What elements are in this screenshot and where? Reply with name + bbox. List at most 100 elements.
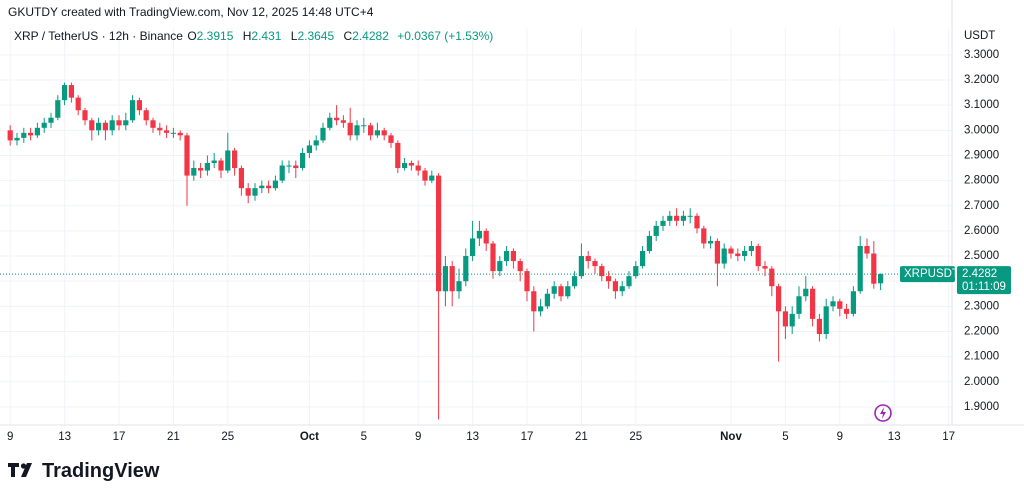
candle-body bbox=[96, 122, 102, 131]
price-tag-bg bbox=[957, 266, 1011, 295]
ohlc-value: 2.4282 bbox=[352, 29, 389, 43]
candle-body bbox=[136, 100, 142, 111]
candle-body bbox=[130, 100, 136, 121]
candle-body bbox=[592, 261, 598, 267]
symbol-tag-bg bbox=[900, 266, 955, 283]
candle-body bbox=[259, 185, 265, 189]
x-tick-label: 9 bbox=[7, 431, 13, 443]
x-tick-label: 25 bbox=[221, 431, 234, 443]
candle-body bbox=[232, 150, 238, 169]
y-tick-label: 3.0000 bbox=[964, 124, 999, 136]
x-tick-label: 17 bbox=[521, 431, 534, 443]
candle-body bbox=[796, 296, 802, 314]
candle-body bbox=[483, 230, 489, 244]
candle-body bbox=[823, 306, 829, 334]
x-tick-label: 21 bbox=[575, 431, 588, 443]
x-tick-label: 5 bbox=[361, 431, 367, 443]
y-axis-unit: USDT bbox=[964, 30, 995, 42]
candle-body bbox=[463, 256, 469, 282]
candle-body bbox=[782, 311, 788, 327]
candle-body bbox=[449, 266, 455, 292]
y-tick-label: 2.7000 bbox=[964, 200, 999, 212]
candle-body bbox=[279, 165, 285, 181]
candle-body bbox=[14, 137, 20, 141]
candle-body bbox=[252, 188, 258, 196]
candle-body bbox=[388, 135, 394, 143]
candle-body bbox=[742, 251, 748, 257]
candle-body bbox=[551, 286, 557, 294]
candle-body bbox=[177, 132, 183, 136]
candle-body bbox=[864, 245, 870, 254]
candle-body bbox=[68, 85, 74, 98]
candle-body bbox=[306, 145, 312, 153]
candle-body bbox=[694, 215, 700, 229]
ohlc-key: L bbox=[290, 29, 298, 43]
y-tick-label: 2.9000 bbox=[964, 150, 999, 162]
x-tick-label: 13 bbox=[466, 431, 479, 443]
candle-body bbox=[837, 301, 843, 309]
candle-body bbox=[510, 251, 516, 262]
candle-body bbox=[415, 165, 421, 171]
candle-body bbox=[504, 251, 510, 262]
candle-body bbox=[245, 188, 251, 196]
candle-body bbox=[361, 125, 367, 127]
candle-body bbox=[755, 245, 761, 267]
candle-body bbox=[150, 120, 156, 128]
candle-body bbox=[374, 130, 380, 136]
candle-body bbox=[102, 122, 108, 131]
candle-body bbox=[565, 286, 571, 297]
candle-body bbox=[164, 130, 170, 133]
candle-body bbox=[803, 288, 809, 297]
countdown: 01:11:09 bbox=[962, 281, 1006, 293]
candle-body bbox=[191, 168, 197, 176]
candle-body bbox=[585, 256, 591, 262]
candle-body bbox=[266, 185, 272, 189]
candle-body bbox=[300, 152, 306, 169]
y-tick-label: 2.2000 bbox=[964, 326, 999, 338]
candle-body bbox=[429, 175, 435, 181]
y-tick-label: 2.0000 bbox=[964, 376, 999, 388]
x-tick-label: 25 bbox=[629, 431, 642, 443]
candle-body bbox=[660, 220, 666, 226]
candle-body bbox=[334, 117, 340, 121]
candle-body bbox=[878, 274, 884, 284]
ohlc-value: 2.3915 bbox=[196, 29, 234, 43]
candle-body bbox=[218, 160, 224, 171]
ohlc-key: C bbox=[343, 29, 353, 43]
logo-icon bbox=[8, 462, 32, 477]
created-note: GKUTDY created with TradingView.com, Nov… bbox=[8, 5, 374, 19]
candle-body bbox=[667, 215, 673, 221]
candle-body bbox=[238, 168, 244, 189]
x-tick-label: Oct bbox=[300, 431, 319, 443]
candle-body bbox=[497, 261, 503, 272]
candle-body bbox=[524, 271, 530, 292]
chart: 1.90002.00002.10002.20002.30002.40002.50… bbox=[0, 0, 1024, 443]
y-tick-label: 3.3000 bbox=[964, 49, 999, 61]
candle-body bbox=[748, 245, 754, 252]
candle-body bbox=[442, 266, 448, 292]
x-tick-label: Nov bbox=[720, 431, 742, 443]
y-tick-label: 2.5000 bbox=[964, 250, 999, 262]
candle-body bbox=[871, 253, 877, 284]
candle-body bbox=[653, 225, 659, 236]
candle-body bbox=[204, 163, 210, 171]
y-tick-label: 2.3000 bbox=[964, 300, 999, 312]
candle-body bbox=[48, 117, 54, 123]
change: +0.0367 (+1.53%) bbox=[397, 29, 494, 43]
candle-body bbox=[34, 127, 40, 136]
candle-body bbox=[293, 165, 299, 169]
candle-body bbox=[381, 130, 387, 136]
x-tick-label: 13 bbox=[888, 431, 901, 443]
candle-body bbox=[402, 163, 408, 169]
candle-body bbox=[721, 248, 727, 264]
y-tick-label: 2.8000 bbox=[964, 175, 999, 187]
candle-body bbox=[62, 85, 68, 101]
candle-body bbox=[857, 245, 863, 292]
x-tick-label: 13 bbox=[58, 431, 71, 443]
candle-body bbox=[55, 100, 61, 118]
x-tick-label: 5 bbox=[782, 431, 788, 443]
candle-body bbox=[21, 132, 27, 138]
candle-body bbox=[286, 165, 292, 167]
candle-body bbox=[340, 120, 346, 123]
